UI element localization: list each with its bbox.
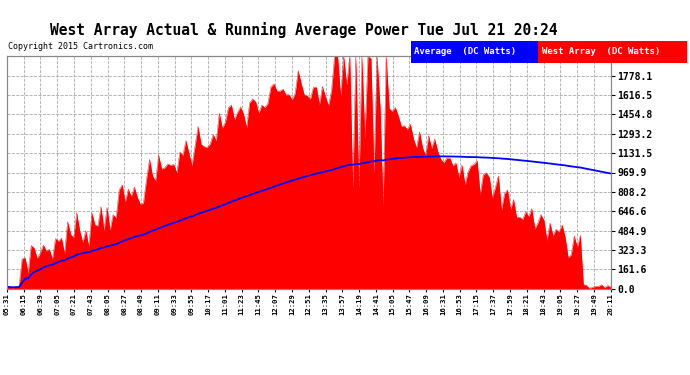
Text: West Array Actual & Running Average Power Tue Jul 21 20:24: West Array Actual & Running Average Powe… (50, 22, 558, 39)
Text: Copyright 2015 Cartronics.com: Copyright 2015 Cartronics.com (8, 42, 153, 51)
Text: Average  (DC Watts): Average (DC Watts) (414, 47, 516, 56)
Text: West Array  (DC Watts): West Array (DC Watts) (542, 47, 660, 56)
